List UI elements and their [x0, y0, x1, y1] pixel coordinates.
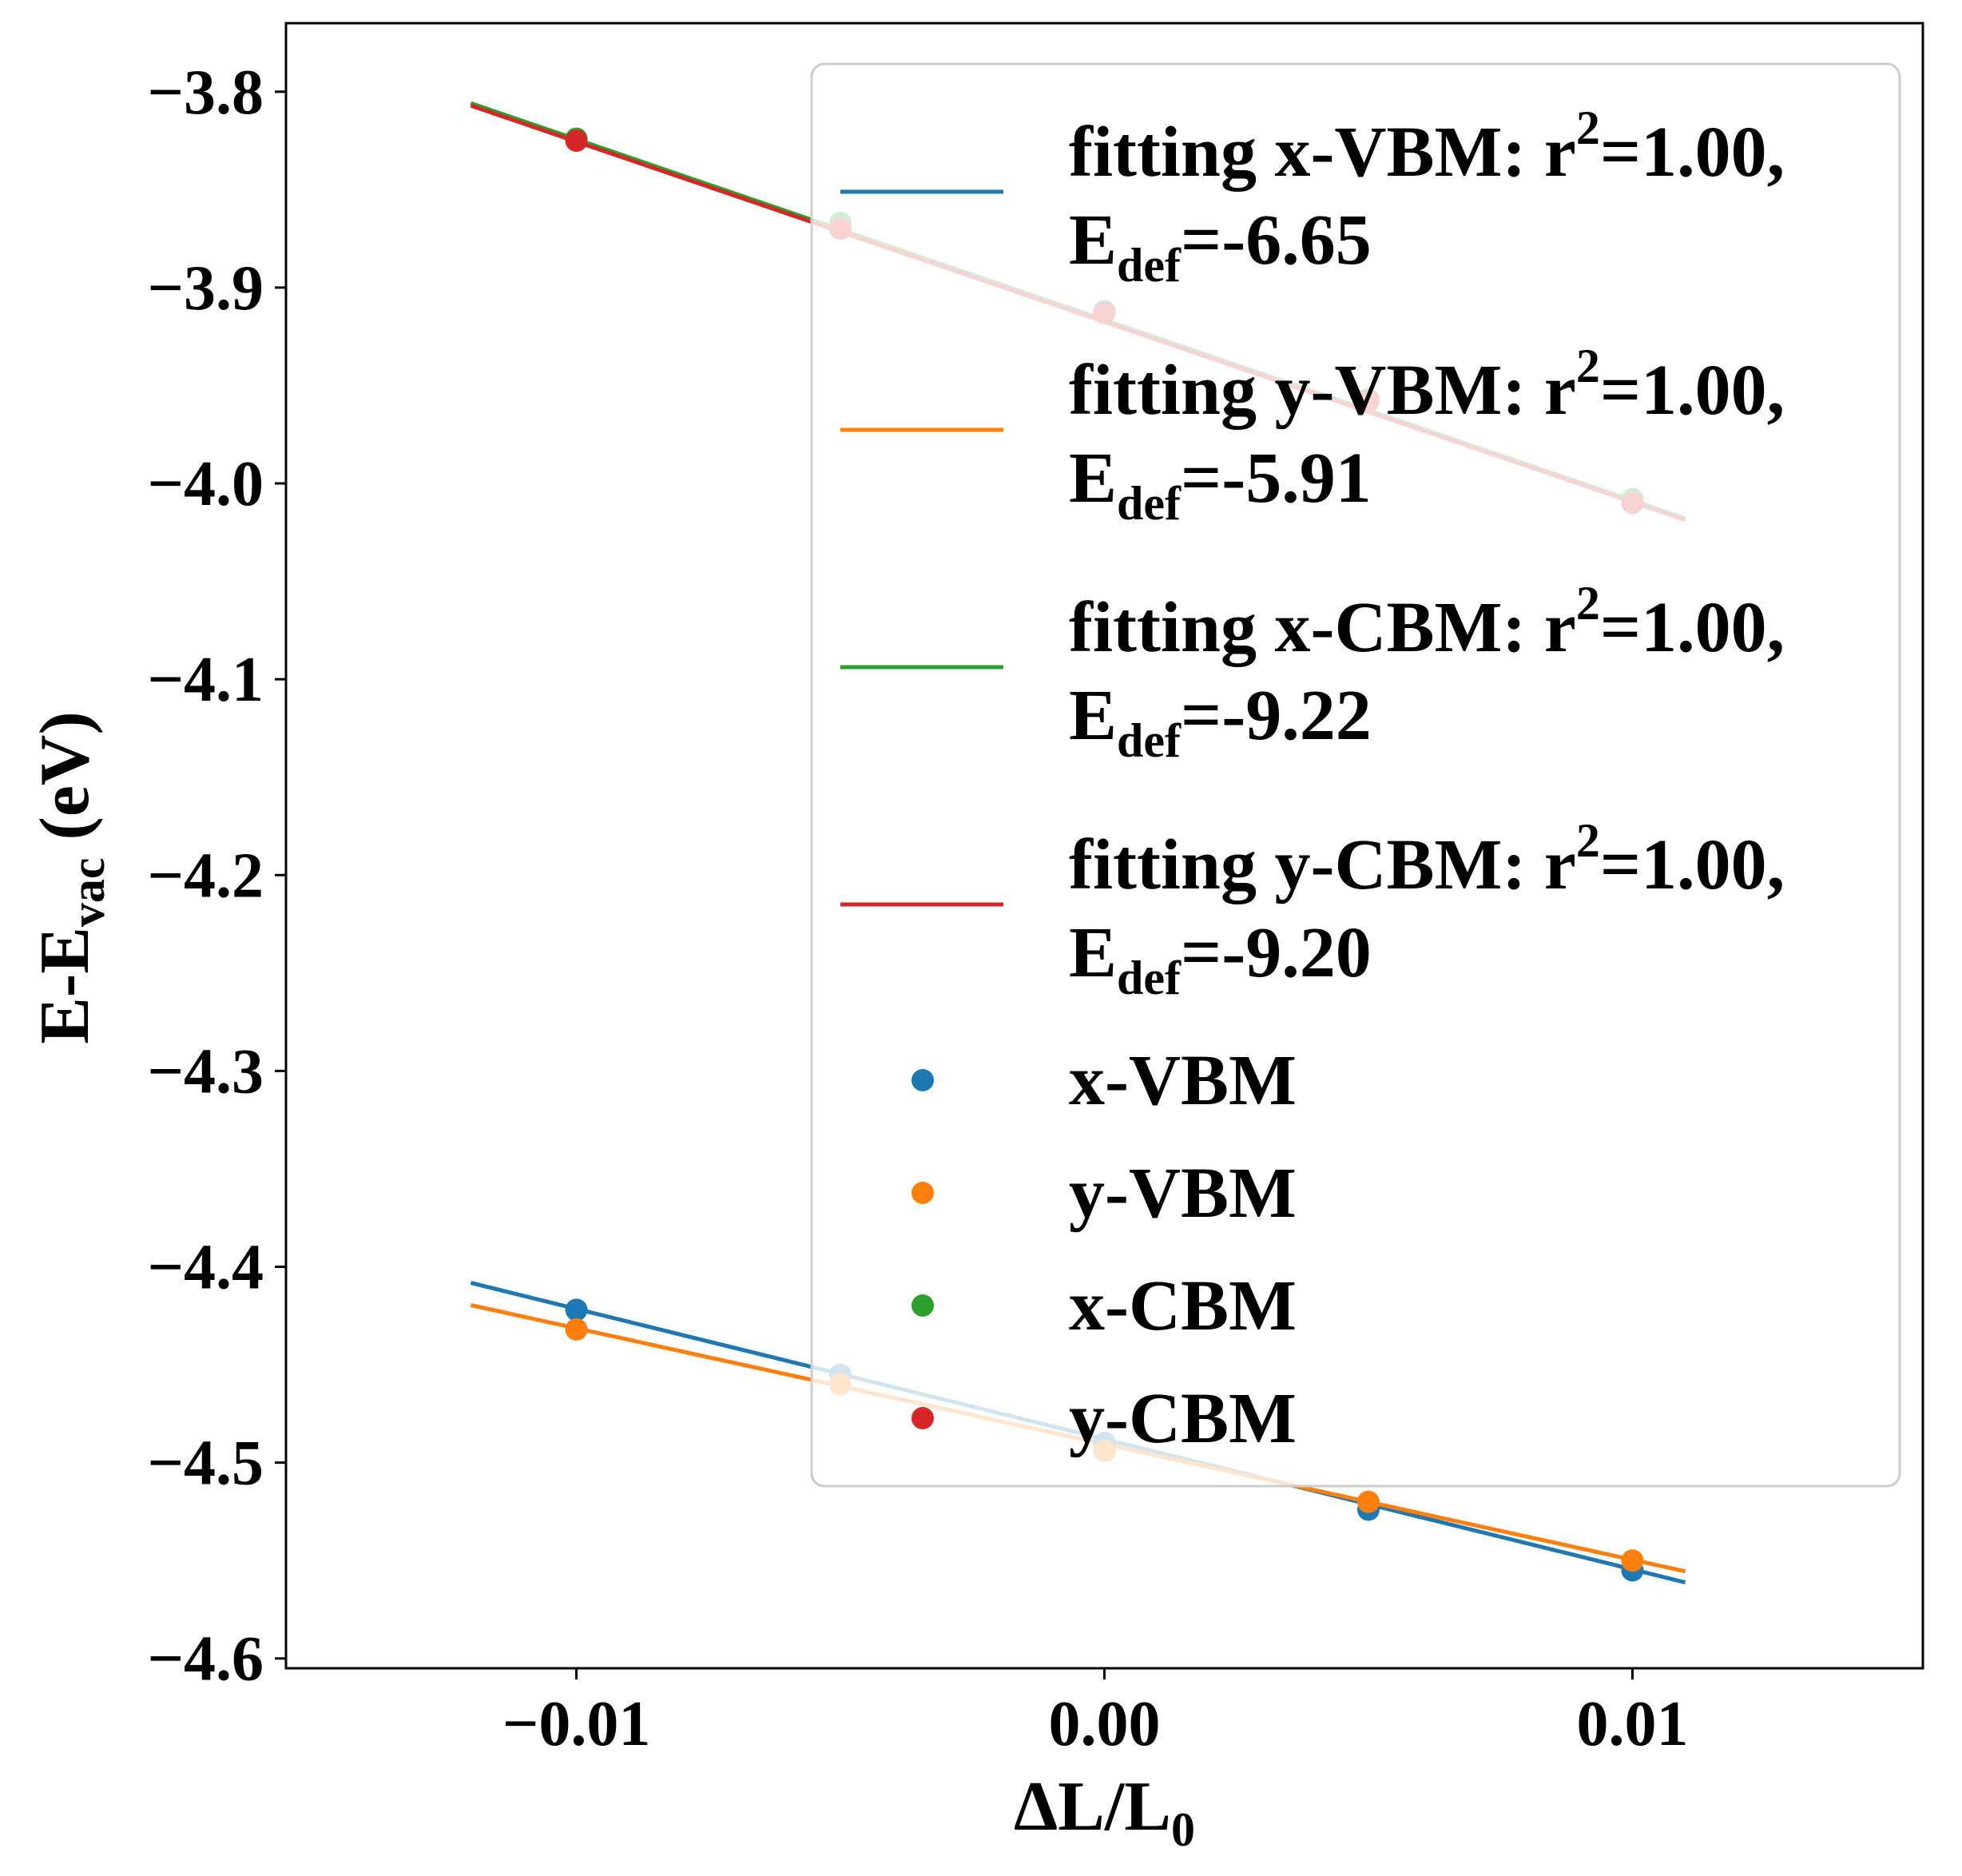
legend-fit-edef-main-1: E: [1069, 439, 1117, 518]
legend-fit-label-tail-0: =1.00,: [1600, 113, 1785, 192]
legend-fit-label-tail-2: =1.00,: [1600, 588, 1785, 667]
legend-fit-edef-main-3: E: [1069, 913, 1117, 992]
legend-handle-point-1: [911, 1182, 934, 1204]
legend-series-label-2: x-CBM: [1069, 1266, 1297, 1345]
legend-fit-edef-sub-3: def: [1117, 952, 1182, 1004]
y-tick-label-2: −4.0: [147, 449, 264, 519]
y-tick-label-8: −4.6: [147, 1624, 264, 1695]
legend-fit-edef-main-0: E: [1069, 201, 1117, 280]
legend-fit-label-sup-1: 2: [1576, 340, 1600, 392]
point-y-CBM-0: [565, 129, 588, 153]
legend-handle-point-3: [911, 1407, 934, 1429]
axes: −3.8 −3.9 −4.0 −4.1 −4.2 −4.3 −4.4 −4.5 −4.6 −0.0…: [26, 22, 1924, 1856]
legend-fit-label-1: fitting y-VBM: r2=1.00,: [1069, 340, 1785, 430]
legend-fit-edef-1: Edef=-5.91: [1069, 439, 1372, 530]
point-x-VBM-0: [565, 1298, 588, 1322]
legend-box: [810, 62, 1901, 1488]
y-tick-label-6: −4.4: [147, 1233, 264, 1303]
legend-fit-label-2: fitting x-CBM: r2=1.00,: [1069, 577, 1785, 667]
y-tick-label-4: −4.2: [147, 841, 264, 911]
legend-fit-edef-2: Edef=-9.22: [1069, 676, 1372, 767]
y-tick-label-7: −4.5: [147, 1429, 264, 1499]
legend-fit-edef-sub-2: def: [1117, 714, 1182, 767]
legend-fit-label-3: fitting y-CBM: r2=1.00,: [1069, 814, 1785, 904]
legend: fitting x-VBM: r2=1.00,Edef=-6.65fitting…: [810, 62, 1901, 1488]
x-tick-label-1: 0.00: [1049, 1689, 1161, 1759]
legend-fit-edef-3: Edef=-9.20: [1069, 913, 1372, 1004]
legend-handle-point-0: [911, 1069, 934, 1091]
legend-fit-edef-tail-2: =-9.22: [1181, 676, 1372, 755]
point-y-VBM-4: [1621, 1549, 1644, 1572]
x-axis-label: ΔL/L0: [1014, 1768, 1195, 1856]
legend-series-label-0: x-VBM: [1069, 1041, 1297, 1120]
legend-fit-edef-tail-0: =-6.65: [1181, 201, 1372, 280]
legend-series-label-3: y-CBM: [1069, 1379, 1297, 1458]
legend-handle-point-2: [911, 1294, 934, 1317]
legend-fit-label-sup-2: 2: [1576, 577, 1600, 630]
y-axis-label: E-Evac (eV): [26, 711, 114, 1044]
legend-fit-label-sup-3: 2: [1576, 814, 1600, 867]
point-y-VBM-0: [565, 1318, 588, 1341]
legend-fit-label-tail-1: =1.00,: [1600, 351, 1785, 430]
legend-fit-label-main-2: fitting x-CBM: r: [1069, 588, 1576, 667]
y-axis-label-sub: vac: [62, 857, 114, 927]
legend-series-label-1: y-VBM: [1069, 1154, 1297, 1233]
legend-fit-edef-sub-0: def: [1117, 239, 1182, 292]
y-tick-label-5: −4.3: [147, 1036, 264, 1107]
y-axis-label-main: E-E: [26, 927, 104, 1044]
legend-fit-label-main-0: fitting x-VBM: r: [1069, 113, 1576, 192]
y-tick-label-3: −4.1: [147, 645, 264, 715]
legend-fit-edef-tail-1: =-5.91: [1181, 439, 1372, 518]
y-tick-label-1: −3.9: [147, 253, 264, 324]
legend-fit-label-sup-0: 2: [1576, 101, 1600, 154]
legend-fit-label-main-3: fitting y-CBM: r: [1069, 825, 1576, 904]
y-tick-label-0: −3.8: [147, 58, 264, 128]
y-axis-label-tail: (eV): [26, 711, 104, 857]
x-axis-label-main: ΔL/L: [1014, 1768, 1171, 1846]
legend-fit-edef-main-2: E: [1069, 676, 1117, 755]
legend-fit-edef-sub-1: def: [1117, 477, 1182, 530]
x-tick-label-0: −0.01: [502, 1689, 651, 1759]
point-y-VBM-3: [1356, 1490, 1380, 1513]
legend-fit-label-tail-3: =1.00,: [1600, 825, 1785, 904]
x-tick-label-2: 0.01: [1576, 1689, 1688, 1759]
legend-fit-edef-0: Edef=-6.65: [1069, 201, 1372, 292]
x-axis-label-sub: 0: [1171, 1803, 1195, 1856]
legend-fit-edef-tail-3: =-9.20: [1181, 913, 1372, 992]
legend-fit-label-main-1: fitting y-VBM: r: [1069, 351, 1576, 430]
legend-fit-label-0: fitting x-VBM: r2=1.00,: [1069, 101, 1785, 192]
